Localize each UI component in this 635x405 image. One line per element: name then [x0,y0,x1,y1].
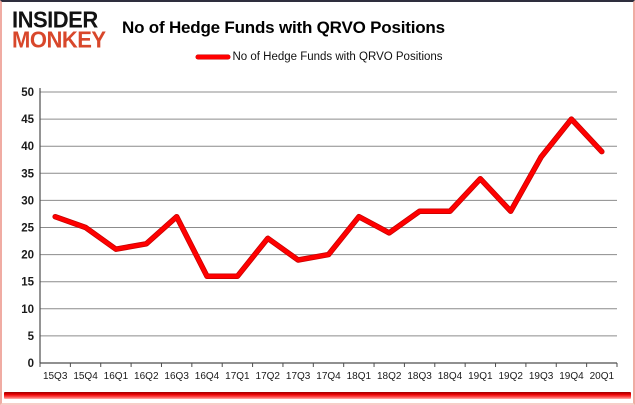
y-axis-tick-label: 10 [21,304,34,316]
x-axis-tick-label: 19Q3 [529,371,554,382]
logo-text-insider: INSIDER [12,6,98,33]
insider-monkey-logo: INSIDER MONKEY [12,6,106,53]
y-axis-tick-label: 5 [28,331,35,343]
y-axis-tick-label: 0 [28,358,34,370]
bottom-accent-bar [4,392,631,399]
x-axis-tick-label: 16Q4 [195,371,220,382]
x-axis-tick-label: 16Q3 [164,371,189,382]
x-axis-tick-label: 18Q1 [347,371,372,382]
x-axis-tick-label: 18Q2 [377,371,402,382]
y-axis-tick-label: 35 [21,168,34,180]
y-axis-tick-label: 15 [21,277,34,289]
x-axis-tick-label: 19Q2 [498,371,523,382]
x-axis-tick-label: 15Q3 [43,371,68,382]
legend-line-swatch [196,55,231,59]
x-axis-tick-label: 17Q3 [286,371,311,382]
legend: No of Hedge Funds with QRVO Positions [2,51,633,63]
y-axis-tick-label: 45 [21,114,34,126]
logo-text-monkey: MONKEY [12,26,106,53]
chart-title: No of Hedge Funds with QRVO Positions [122,18,445,37]
y-axis-tick-label: 30 [21,195,34,207]
y-axis-tick-label: 40 [21,141,34,153]
x-axis-tick-label: 17Q1 [225,371,250,382]
x-axis-tick-label: 20Q1 [590,371,615,382]
x-axis-tick-label: 15Q4 [73,371,98,382]
series-line [53,117,604,279]
x-axis-tick-label: 18Q3 [407,371,432,382]
legend-label: No of Hedge Funds with QRVO Positions [232,51,443,63]
x-axis-tick-label: 16Q1 [104,371,129,382]
x-axis-tick-label: 17Q2 [256,371,281,382]
x-axis-tick-label: 18Q4 [438,371,463,382]
y-axis-tick-label: 25 [21,223,34,235]
x-axis-tick-label: 19Q4 [559,371,584,382]
y-axis-tick-label: 50 [21,87,34,99]
x-axis-tick-label: 17Q4 [316,371,341,382]
x-axis-tick-label: 19Q1 [468,371,493,382]
x-axis-tick-label: 16Q2 [134,371,159,382]
y-axis-tick-label: 20 [21,250,34,262]
